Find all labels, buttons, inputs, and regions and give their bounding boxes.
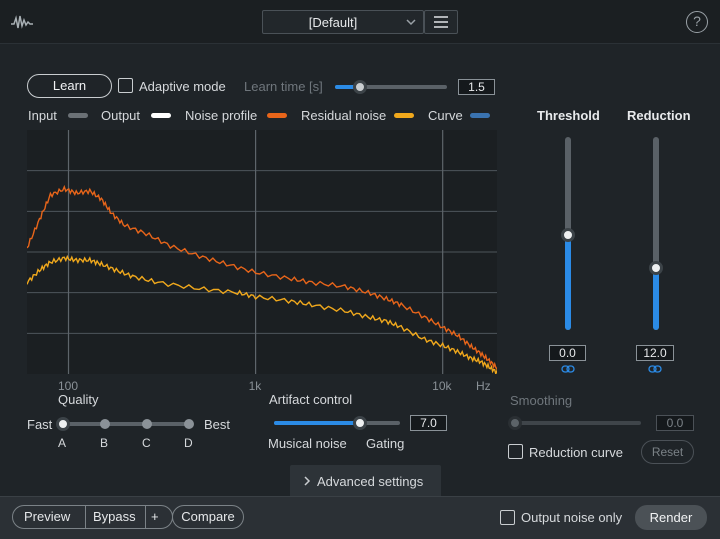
divider (85, 506, 86, 528)
quality-option-d[interactable]: D (184, 436, 193, 450)
gating-label: Gating (366, 436, 405, 451)
advanced-settings-button[interactable]: Advanced settings (290, 465, 441, 496)
help-icon[interactable]: ? (686, 11, 708, 33)
output-noise-only-label: Output noise only (521, 510, 623, 525)
learn-time-value[interactable]: 1.5 (458, 79, 495, 95)
preset-menu-button[interactable] (424, 10, 458, 34)
legend-residual-noise-swatch (394, 113, 414, 118)
legend-noise-profile-label: Noise profile (185, 108, 258, 123)
reduction-link-icon[interactable] (648, 365, 662, 373)
quality-label: Quality (58, 392, 99, 407)
waveform-logo-icon (11, 15, 33, 29)
x-axis-tick-label: Hz (476, 379, 491, 393)
quality-option-d-dot[interactable] (184, 419, 194, 429)
artifact-control-slider-knob[interactable] (353, 416, 367, 430)
reduction-slider[interactable] (653, 137, 659, 330)
adaptive-mode-label: Adaptive mode (139, 79, 226, 94)
quality-option-b[interactable]: B (100, 436, 109, 450)
hamburger-menu-icon (434, 16, 448, 28)
render-button[interactable]: Render (635, 505, 707, 530)
noise-profile-line (27, 184, 497, 371)
preset-label: [Default] (308, 15, 358, 30)
bypass-add-button[interactable]: + (151, 509, 159, 524)
smoothing-slider-knob[interactable] (508, 416, 522, 430)
smoothing-label: Smoothing (510, 393, 573, 408)
compare-button[interactable]: Compare (172, 505, 244, 529)
threshold-slider-knob[interactable] (561, 228, 575, 242)
artifact-control-label: Artifact control (269, 392, 353, 407)
bypass-button[interactable]: Bypass (93, 509, 136, 524)
legend-curve-swatch (470, 113, 490, 118)
reset-button[interactable]: Reset (641, 440, 694, 464)
residual-noise-line (27, 254, 497, 374)
reduction-value[interactable]: 12.0 (636, 345, 674, 361)
learn-time-slider-knob[interactable] (353, 80, 367, 94)
legend-input-label: Input (28, 108, 57, 123)
learn-time-slider-fill (335, 85, 360, 89)
legend-input-swatch (68, 113, 88, 118)
reduction-curve-checkbox[interactable] (508, 444, 523, 459)
graph-grid (27, 130, 497, 374)
threshold-link-icon[interactable] (561, 365, 575, 373)
legend-output-swatch (151, 113, 171, 118)
quality-slider[interactable] (62, 422, 190, 426)
preview-button[interactable]: Preview (24, 509, 71, 524)
artifact-control-slider-fill (274, 421, 360, 425)
bottom-bar (0, 496, 720, 539)
learn-button[interactable]: Learn (27, 74, 112, 98)
spectrum-graph[interactable]: dB20406080100 (27, 130, 497, 374)
x-axis-tick-label: 1k (248, 379, 262, 393)
preview-bypass-group: Preview Bypass + (12, 505, 173, 529)
legend-output-label: Output (101, 108, 141, 123)
quality-slider-knob[interactable] (56, 417, 70, 431)
x-axis-tick-label: 100 (58, 379, 79, 393)
legend-noise-profile-swatch (267, 113, 287, 118)
graph-series (27, 184, 497, 374)
threshold-slider-fill (565, 235, 571, 330)
threshold-label: Threshold (537, 108, 600, 123)
quality-option-c[interactable]: C (142, 436, 151, 450)
learn-time-label: Learn time [s] (244, 79, 323, 94)
chevron-down-icon (406, 19, 416, 26)
smoothing-value[interactable]: 0.0 (656, 415, 694, 431)
quality-option-b-dot[interactable] (100, 419, 110, 429)
quality-best-label: Best (204, 417, 231, 432)
artifact-control-value[interactable]: 7.0 (410, 415, 447, 431)
reduction-slider-knob[interactable] (649, 261, 663, 275)
reduction-slider-fill (653, 268, 659, 330)
adaptive-mode-checkbox[interactable] (118, 78, 133, 93)
legend-curve-label: Curve (428, 108, 463, 123)
advanced-settings-label: Advanced settings (317, 474, 424, 489)
top-bar: [Default] ? (0, 0, 720, 44)
help-glyph: ? (693, 13, 701, 29)
chevron-right-icon (304, 476, 311, 486)
quality-option-a[interactable]: A (58, 436, 67, 450)
learn-time-slider[interactable] (335, 85, 447, 89)
output-noise-only-checkbox[interactable] (500, 510, 515, 525)
divider (145, 506, 146, 528)
reduction-label: Reduction (627, 108, 691, 123)
legend-residual-noise-label: Residual noise (301, 108, 387, 123)
musical-noise-label: Musical noise (268, 436, 347, 451)
quality-option-c-dot[interactable] (142, 419, 152, 429)
quality-fast-label: Fast (27, 417, 53, 432)
preset-dropdown[interactable]: [Default] (262, 10, 424, 34)
smoothing-slider[interactable] (511, 421, 641, 425)
threshold-value[interactable]: 0.0 (549, 345, 586, 361)
reduction-curve-label: Reduction curve (529, 445, 623, 460)
x-axis-tick-label: 10k (432, 379, 452, 393)
